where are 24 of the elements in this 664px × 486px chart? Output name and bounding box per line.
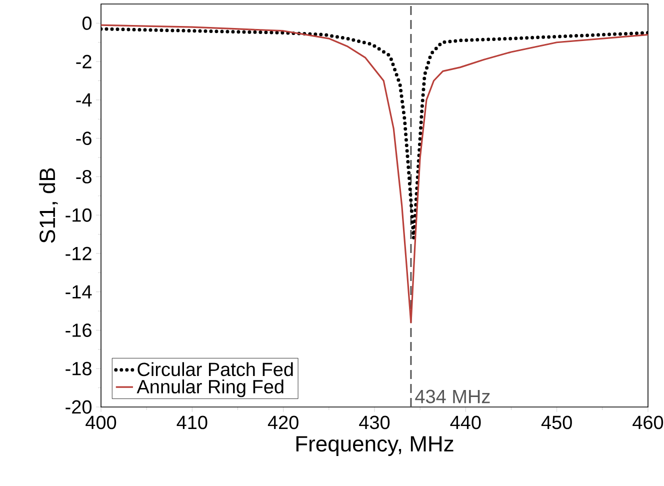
x-tick-label: 420 (268, 416, 298, 430)
x-tick-label: 430 (359, 416, 390, 430)
y-tick-label: -16 (66, 324, 92, 337)
ref-line-label: 434 MHz (415, 390, 490, 404)
legend-label: Annular Ring Fed (136, 379, 284, 398)
y-tick-label: -2 (76, 54, 92, 68)
y-tick-label: -20 (66, 400, 92, 414)
y-tick-label: -18 (66, 362, 92, 376)
y-tick-label: 0 (82, 16, 92, 30)
y-tick-label: -10 (66, 208, 92, 222)
x-tick-label: 410 (176, 416, 208, 430)
x-tick-label: 450 (541, 416, 572, 430)
y-tick-label: -6 (76, 132, 92, 146)
y-tick-label: -12 (66, 246, 92, 260)
y-tick-label: -4 (76, 93, 92, 106)
x-tick-label: 440 (450, 416, 481, 430)
y-tick-label: -8 (76, 170, 92, 184)
legend-label: Circular Patch Fed (138, 362, 293, 376)
x-tick-label: 460 (632, 416, 664, 430)
x-tick-label: 400 (86, 416, 116, 430)
y-axis-title: S11, dB (38, 168, 58, 243)
y-tick-label: -14 (66, 285, 92, 298)
line-series (101, 24, 648, 324)
x-axis-title: Frequency, MHz (296, 436, 454, 456)
